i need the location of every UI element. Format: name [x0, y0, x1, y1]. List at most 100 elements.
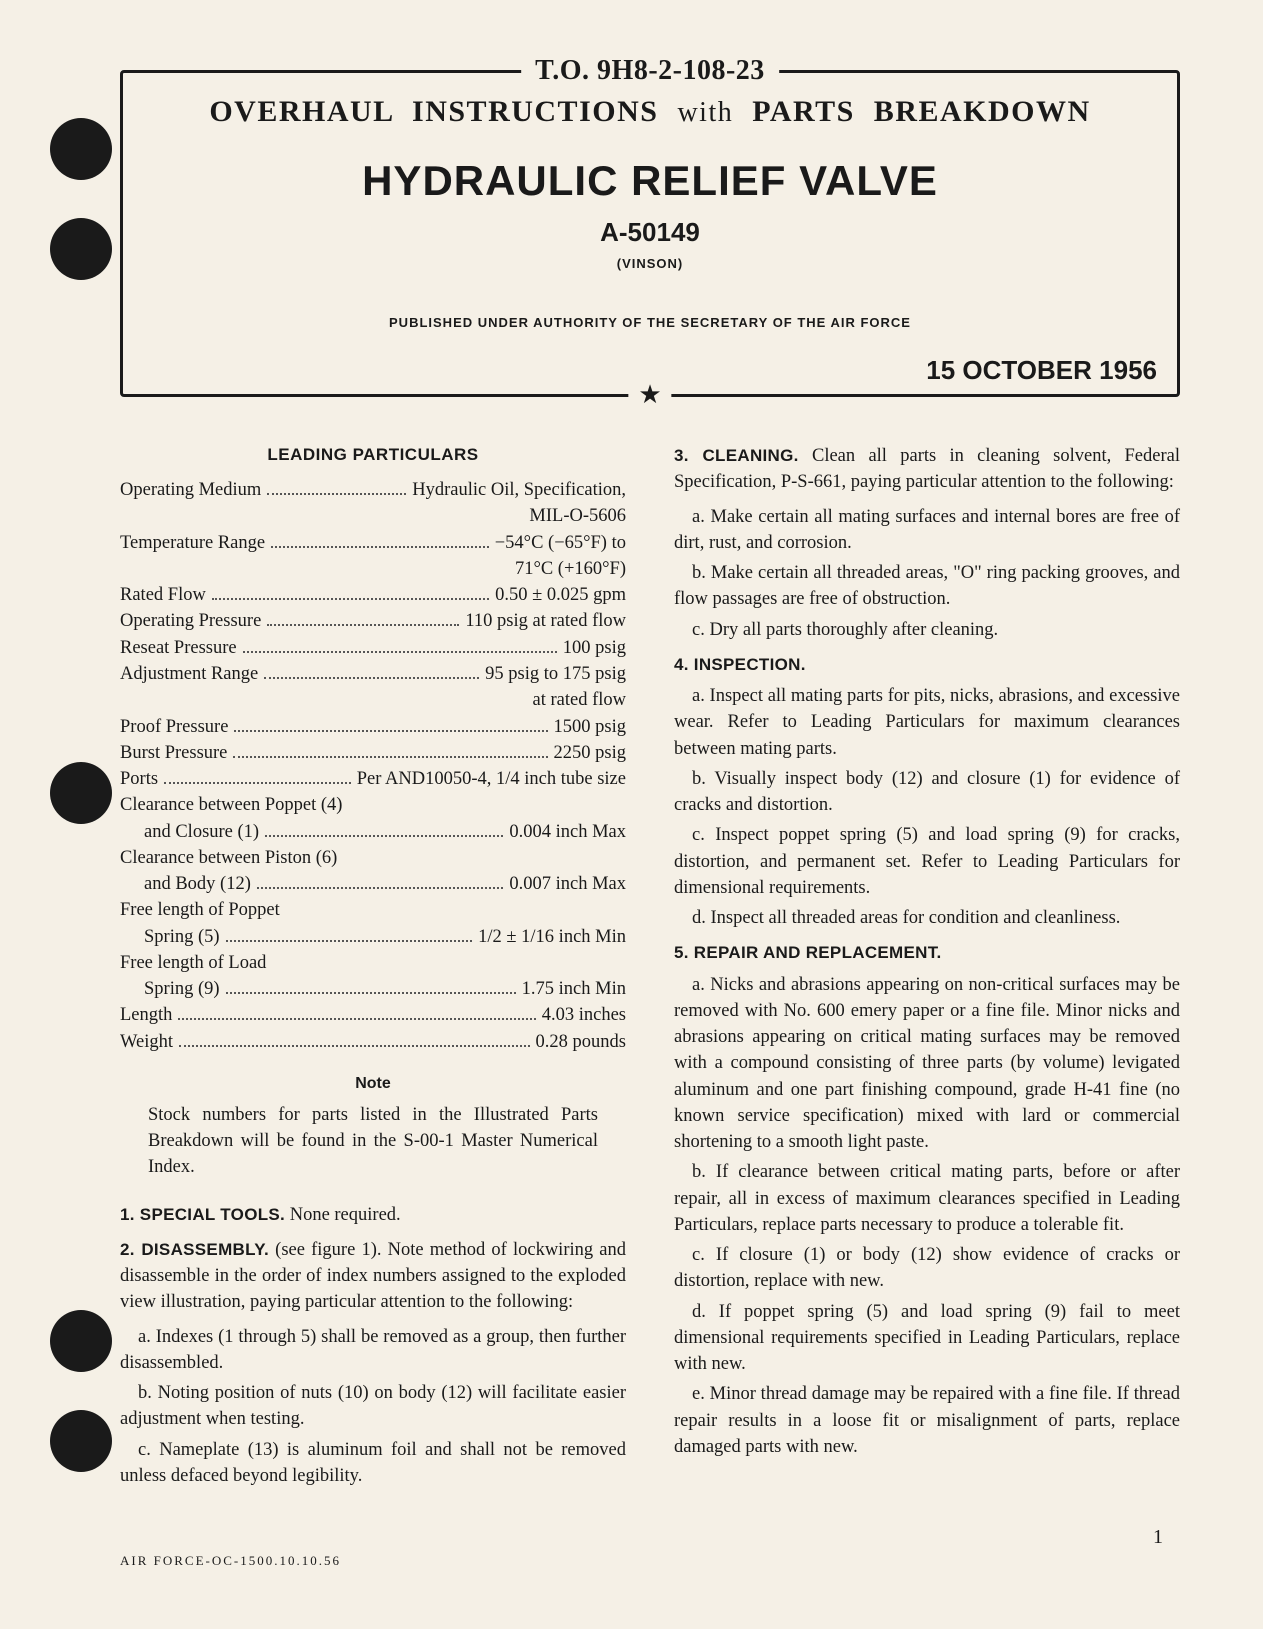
leader-dots — [267, 624, 459, 626]
spec-label: Burst Pressure — [120, 740, 227, 766]
spec-label: Ports — [120, 766, 158, 792]
leader-dots — [234, 730, 547, 732]
section-4-a: a. Inspect all mating parts for pits, ni… — [674, 683, 1180, 762]
spec-value-cont: at rated flow — [120, 687, 626, 713]
to-number: T.O. 9H8-2-108-23 — [521, 55, 779, 87]
spec-row: Temperature Range−54°C (−65°F) to — [120, 530, 626, 556]
section-4-title: 4. INSPECTION. — [674, 653, 1180, 677]
section-2: 2. DISASSEMBLY. (see figure 1). Note met… — [120, 1237, 626, 1316]
punch-hole — [50, 762, 112, 824]
spec-row: Weight 0.28 pounds — [120, 1029, 626, 1055]
spec-label: Clearance between Poppet (4) — [120, 792, 342, 818]
section-3: 3. CLEANING. Clean all parts in cleaning… — [674, 443, 1180, 496]
spec-label: and Body (12) — [144, 871, 251, 897]
spec-label: Free length of Load — [120, 950, 266, 976]
spec-row: Rated Flow 0.50 ± 0.025 gpm — [120, 582, 626, 608]
section-2-title: 2. DISASSEMBLY. — [120, 1240, 269, 1259]
leader-dots — [178, 1018, 535, 1020]
spec-row: Ports Per AND10050-4, 1/4 inch tube size — [120, 766, 626, 792]
leader-dots — [264, 677, 479, 679]
note-body: Stock numbers for parts listed in the Il… — [120, 1102, 626, 1181]
body-columns: LEADING PARTICULARS Operating Medium Hydr… — [120, 443, 1180, 1493]
punch-hole — [50, 218, 112, 280]
spec-value: Hydraulic Oil, Specification, — [412, 477, 626, 503]
section-2-a: a. Indexes (1 through 5) shall be remove… — [120, 1324, 626, 1377]
section-3-b: b. Make certain all threaded areas, "O" … — [674, 560, 1180, 613]
section-3-c: c. Dry all parts thoroughly after cleani… — [674, 617, 1180, 643]
part-number: A-50149 — [151, 217, 1149, 248]
section-1-title: 1. SPECIAL TOOLS. — [120, 1205, 285, 1224]
header-frame: T.O. 9H8-2-108-23 OVERHAUL INSTRUCTIONS … — [120, 70, 1180, 397]
section-2-b: b. Noting position of nuts (10) on body … — [120, 1380, 626, 1433]
leader-dots — [179, 1045, 530, 1047]
spec-value: 0.004 inch Max — [509, 819, 626, 845]
authority-line: PUBLISHED UNDER AUTHORITY OF THE SECRETA… — [151, 315, 1149, 330]
leader-dots — [267, 493, 406, 495]
punch-hole — [50, 1410, 112, 1472]
spec-label: Operating Medium — [120, 477, 261, 503]
leader-dots — [164, 782, 351, 784]
spec-label: Clearance between Piston (6) — [120, 845, 337, 871]
overline-word: BREAKDOWN — [874, 95, 1091, 128]
spec-row: Adjustment Range95 psig to 175 psig — [120, 661, 626, 687]
section-1: 1. SPECIAL TOOLS. None required. — [120, 1202, 626, 1228]
leading-particulars-block: Operating Medium Hydraulic Oil, Specifica… — [120, 477, 626, 1055]
page-number: 1 — [1153, 1526, 1163, 1549]
spec-row: Free length of Load — [120, 950, 626, 976]
spec-value: 0.28 pounds — [536, 1029, 626, 1055]
spec-row: Reseat Pressure100 psig — [120, 635, 626, 661]
leading-particulars-heading: LEADING PARTICULARS — [120, 443, 626, 467]
spec-value: 1500 psig — [554, 714, 626, 740]
overline-word: OVERHAUL — [209, 95, 393, 128]
leader-dots — [233, 756, 547, 758]
spec-value-cont: 71°C (+160°F) — [120, 556, 626, 582]
overline-word: PARTS — [752, 95, 855, 128]
section-4-c: c. Inspect poppet spring (5) and load sp… — [674, 822, 1180, 901]
leader-dots — [226, 940, 473, 942]
spec-label: Weight — [120, 1029, 173, 1055]
section-5-c: c. If closure (1) or body (12) show evid… — [674, 1242, 1180, 1295]
spec-row: Clearance between Poppet (4) — [120, 792, 626, 818]
spec-row: Clearance between Piston (6) — [120, 845, 626, 871]
spec-label: Reseat Pressure — [120, 635, 237, 661]
spec-label: Length — [120, 1002, 172, 1028]
star-icon: ★ — [628, 382, 671, 408]
right-column: 3. CLEANING. Clean all parts in cleaning… — [674, 443, 1180, 1493]
spec-value: 110 psig at rated flow — [465, 608, 626, 634]
spec-label: Operating Pressure — [120, 608, 261, 634]
spec-value: 4.03 inches — [542, 1002, 626, 1028]
publication-date: 15 OCTOBER 1956 — [926, 355, 1157, 386]
leader-dots — [257, 887, 503, 889]
spec-row: Length 4.03 inches — [120, 1002, 626, 1028]
spec-label: Adjustment Range — [120, 661, 258, 687]
spec-row: Spring (9)1.75 inch Min — [120, 976, 626, 1002]
spec-value-cont: MIL-O-5606 — [120, 503, 626, 529]
spec-row: Free length of Poppet — [120, 897, 626, 923]
spec-value: Per AND10050-4, 1/4 inch tube size — [357, 766, 626, 792]
spec-row: Proof Pressure1500 psig — [120, 714, 626, 740]
leader-dots — [226, 992, 516, 994]
overline: OVERHAUL INSTRUCTIONS with PARTS BREAKDO… — [151, 95, 1149, 129]
leader-dots — [243, 651, 557, 653]
section-1-body: None required. — [285, 1205, 401, 1225]
section-5-b: b. If clearance between critical mating … — [674, 1159, 1180, 1238]
vendor: (VINSON) — [151, 256, 1149, 271]
section-4-b: b. Visually inspect body (12) and closur… — [674, 766, 1180, 819]
section-3-title: 3. CLEANING. — [674, 446, 799, 465]
note-heading: Note — [120, 1073, 626, 1096]
overline-word: INSTRUCTIONS — [412, 95, 658, 128]
spec-row: Operating Medium Hydraulic Oil, Specifica… — [120, 477, 626, 503]
spec-row: Operating Pressure 110 psig at rated flow — [120, 608, 626, 634]
spec-label: Rated Flow — [120, 582, 206, 608]
spec-label: Free length of Poppet — [120, 897, 280, 923]
section-5-e: e. Minor thread damage may be repaired w… — [674, 1381, 1180, 1460]
spec-value: 1/2 ± 1/16 inch Min — [478, 924, 626, 950]
section-2-c: c. Nameplate (13) is aluminum foil and s… — [120, 1437, 626, 1490]
section-5-title: 5. REPAIR AND REPLACEMENT. — [674, 941, 1180, 965]
section-5-d: d. If poppet spring (5) and load spring … — [674, 1299, 1180, 1378]
spec-value: 0.50 ± 0.025 gpm — [495, 582, 626, 608]
left-column: LEADING PARTICULARS Operating Medium Hydr… — [120, 443, 626, 1493]
leader-dots — [265, 835, 503, 837]
leader-dots — [271, 546, 489, 548]
spec-label: Temperature Range — [120, 530, 265, 556]
